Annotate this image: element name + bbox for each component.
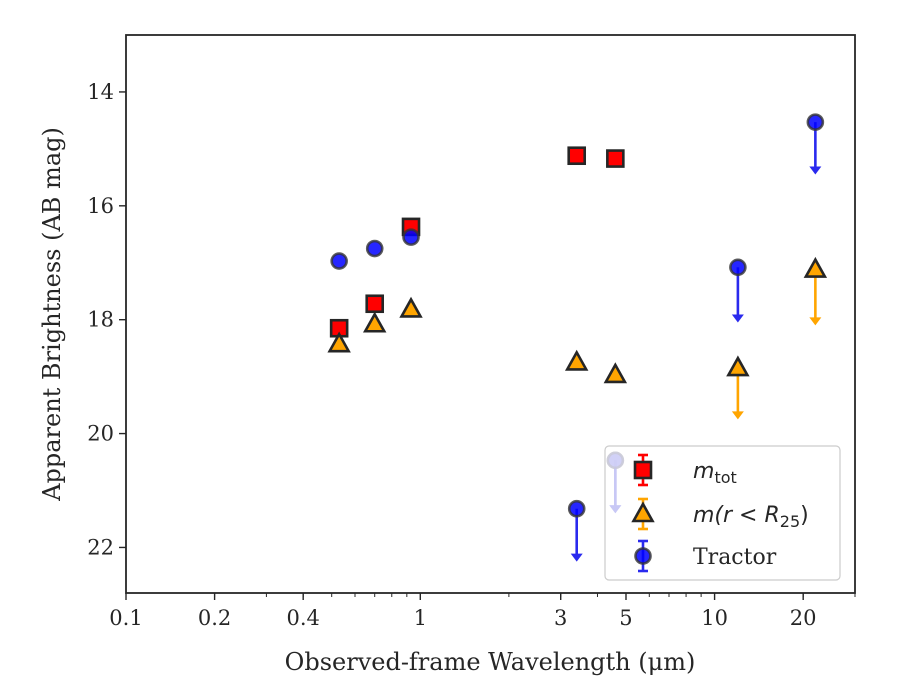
- limit-point-mr25: [726, 355, 750, 377]
- x-tick-label: 0.4: [286, 606, 319, 630]
- point-tractor: [402, 228, 420, 246]
- upper-limit-arrowhead: [809, 166, 822, 175]
- y-tick-label: 16: [87, 194, 114, 218]
- x-tick-label: 20: [790, 606, 817, 630]
- point-mr25: [362, 311, 387, 333]
- point-mr25: [603, 362, 628, 384]
- point-tractor: [365, 239, 384, 258]
- legend-marker-tractor: [634, 547, 652, 565]
- x-axis-label: Observed-frame Wavelength (μm): [285, 648, 696, 676]
- point-mr25: [399, 296, 423, 318]
- x-tick-label: 0.2: [198, 606, 231, 630]
- legend-label-mtot: mtot: [693, 459, 737, 487]
- legend: mtot m(r < R25) Tractor: [604, 445, 841, 581]
- legend-marker-mr25: [631, 501, 655, 523]
- limit-point-mr25: [803, 256, 828, 278]
- y-tick-label: 20: [87, 422, 114, 446]
- y-tick-label: 18: [87, 308, 114, 332]
- legend-box: [604, 445, 841, 581]
- point-mr25: [564, 349, 589, 371]
- upper-limit-arrowhead: [731, 314, 744, 323]
- limit-point-tractor: [806, 113, 825, 131]
- legend-marker-mtot: [633, 460, 653, 480]
- upper-limit-arrowhead: [731, 411, 744, 420]
- upper-limit-arrowhead: [809, 317, 822, 326]
- limit-point-tractor: [567, 499, 586, 518]
- x-tick-label: 5: [619, 606, 632, 630]
- limit-point-tractor: [729, 258, 747, 277]
- faded-limit-point: [606, 451, 625, 470]
- axis-ticks: 0.1 0.2 0.4 1 3 5 10 20 14 16 18 20 22: [87, 80, 856, 630]
- legend-label-tractor: Tractor: [693, 545, 777, 570]
- x-tick-label: 10: [701, 606, 728, 630]
- legend-label-mr25: m(r < R25): [693, 503, 809, 531]
- point-tractor: [330, 252, 348, 270]
- point-mtot: [567, 146, 587, 166]
- point-mtot: [606, 149, 625, 168]
- x-tick-label: 0.1: [109, 606, 142, 630]
- x-tick-label: 1: [414, 606, 427, 630]
- y-axis-label: Apparent Brightness (AB mag): [38, 127, 66, 502]
- y-tick-label: 22: [87, 535, 114, 559]
- upper-limit-arrowhead: [570, 553, 583, 562]
- point-mr25: [327, 331, 351, 353]
- y-tick-label: 14: [87, 80, 114, 104]
- upper-limit-arrowhead: [609, 505, 622, 514]
- point-mtot: [365, 294, 385, 314]
- x-tick-label: 3: [554, 606, 567, 630]
